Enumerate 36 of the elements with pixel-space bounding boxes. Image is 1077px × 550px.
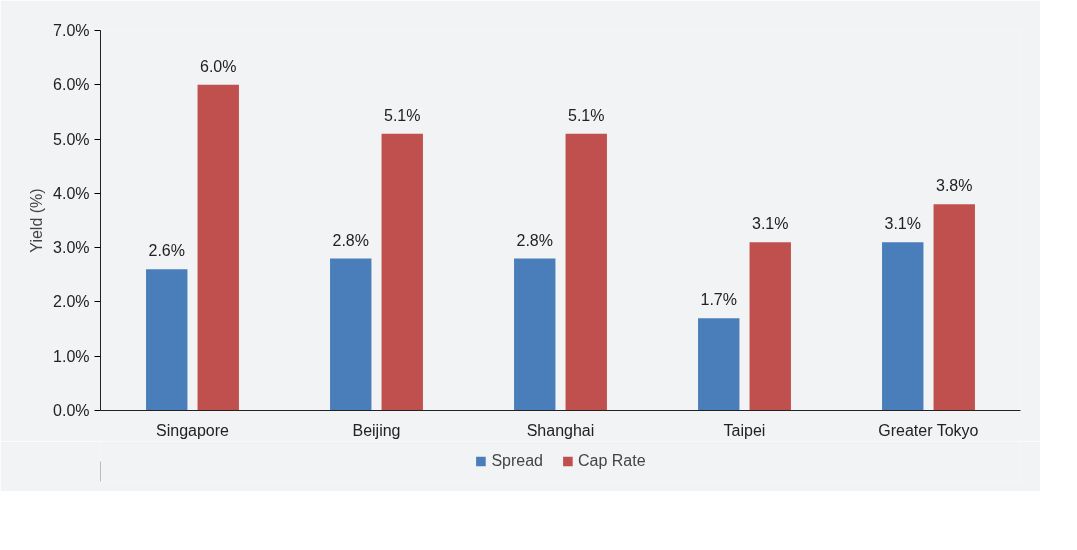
data-label: 6.0% [200,57,237,75]
y-tick-label: 0.0% [53,402,90,419]
data-label: 5.1% [384,106,421,124]
data-label: 3.8% [936,177,973,195]
bar [933,204,975,411]
y-tick-label: 3.0% [53,239,90,257]
data-label: 2.8% [516,231,553,249]
legend-label: Cap Rate [578,452,646,470]
data-label: 2.6% [148,242,185,260]
y-tick-label: 5.0% [53,130,90,148]
x-tick-label: Greater Tokyo [878,421,979,439]
bar [514,258,556,411]
y-tick-label: 4.0% [53,184,90,202]
bar [146,269,188,411]
data-label: 5.1% [568,106,605,124]
bar [330,258,372,411]
data-label: 3.1% [752,215,789,233]
x-tick-label: Beijing [352,421,401,439]
x-tick-label: Singapore [156,421,230,439]
bar [381,133,423,411]
x-tick-label: Taipei [723,421,766,439]
bar [882,242,924,411]
bar [749,242,791,411]
bar [698,318,740,411]
y-tick-label: 2.0% [53,293,90,311]
data-label: 1.7% [700,291,737,309]
bar [565,133,607,411]
x-tick-label: Shanghai [526,421,595,439]
y-axis-title: Yield (%) [28,188,46,253]
y-tick-label: 7.0% [53,22,90,39]
y-tick-label: 6.0% [53,76,90,94]
legend-label: Spread [491,452,543,470]
y-tick-label: 1.0% [53,347,90,365]
bar [197,84,239,411]
data-label: 3.1% [884,215,921,233]
data-label: 2.8% [332,231,369,249]
